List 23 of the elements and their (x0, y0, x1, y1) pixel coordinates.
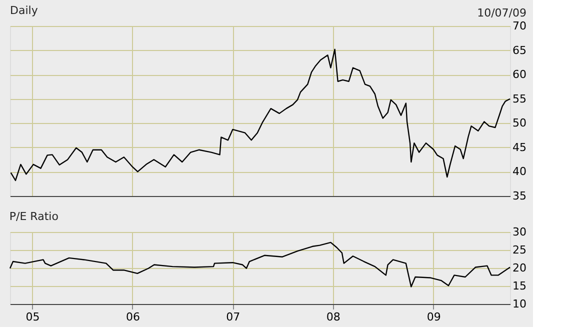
x-tick-label: 05 (26, 310, 40, 324)
y-tick-label: 40 (512, 165, 526, 178)
x-tick-label: 07 (226, 310, 240, 324)
line-series (9, 242, 511, 288)
chart-title: P/E Ratio (9, 210, 59, 223)
chart-title: Daily (10, 4, 38, 17)
y-tick-label: 55 (512, 92, 526, 106)
y-tick-label: 70 (512, 20, 526, 32)
y-tick-label: 20 (512, 262, 526, 274)
y-tick-label: 50 (512, 116, 526, 130)
y-tick-label: 10 (512, 298, 526, 310)
x-tick-label: 09 (426, 310, 441, 324)
y-tick-label: 25 (512, 244, 526, 256)
x-tick-label: 06 (126, 310, 140, 324)
text: 10/07/09 (477, 6, 526, 20)
line-series (10, 48, 511, 182)
y-tick-label: 65 (512, 44, 526, 57)
y-tick-label: 15 (512, 280, 526, 292)
y-tick-label: 35 (512, 190, 526, 202)
x-tick-label: 08 (326, 310, 340, 324)
y-tick-label: 30 (512, 226, 526, 238)
y-tick-label: 45 (512, 140, 526, 154)
y-tick-label: 60 (512, 68, 526, 82)
